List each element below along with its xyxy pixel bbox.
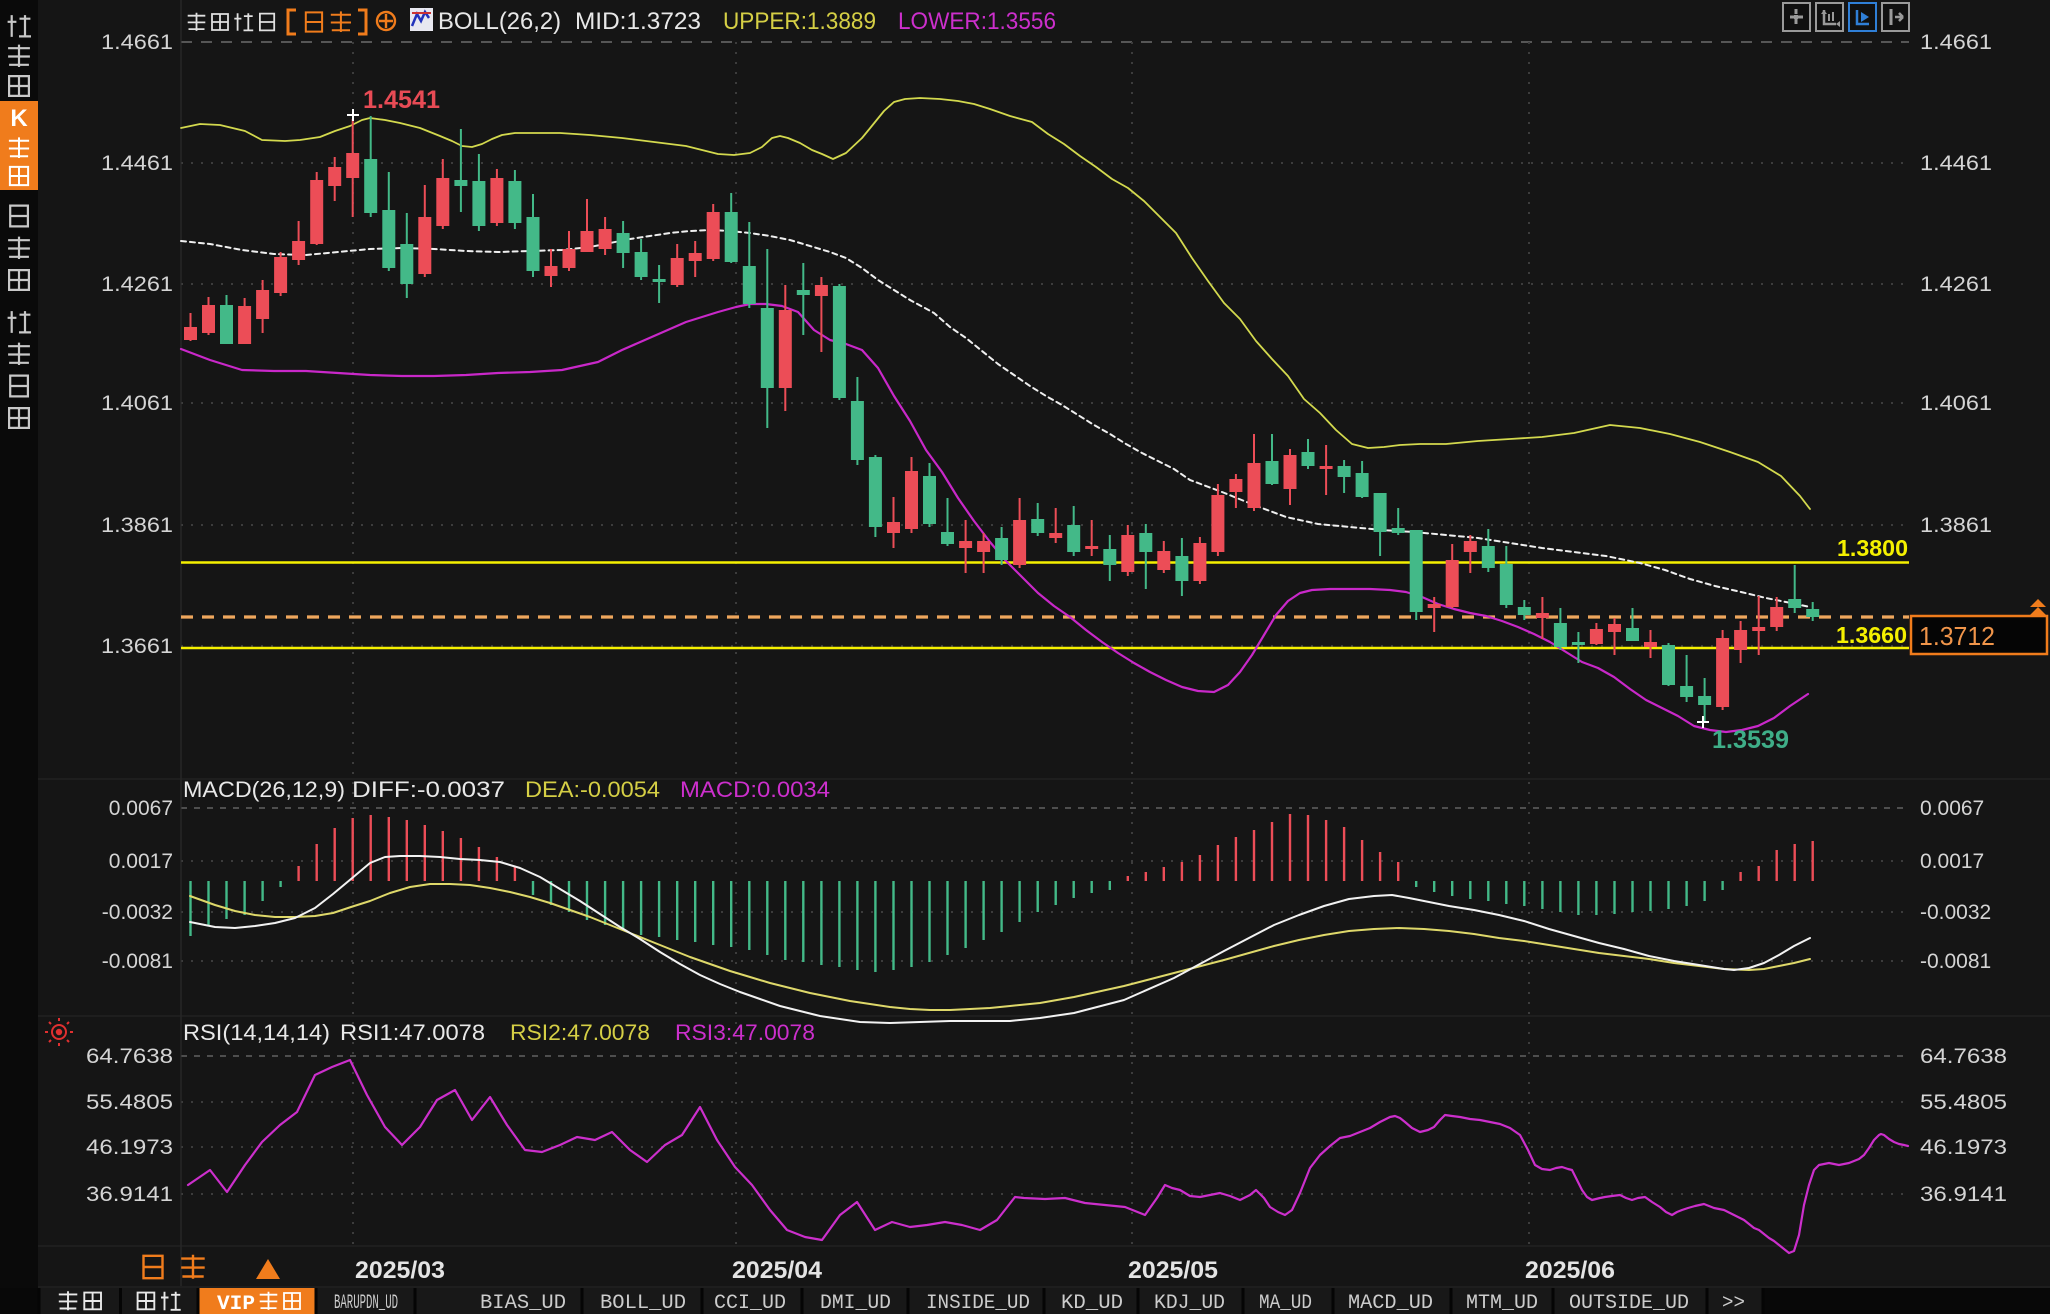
svg-text:KDJ_UD: KDJ_UD: [1154, 1292, 1225, 1314]
svg-text:1.4461: 1.4461: [101, 152, 173, 175]
svg-text:CCI_UD: CCI_UD: [714, 1292, 786, 1314]
svg-text:1.4661: 1.4661: [101, 31, 173, 54]
svg-text:K: K: [10, 105, 28, 132]
svg-text:>>: >>: [1722, 1292, 1745, 1314]
svg-text:0.0067: 0.0067: [109, 797, 173, 820]
svg-text:2025/04: 2025/04: [732, 1257, 823, 1284]
svg-text:2025/05: 2025/05: [1128, 1257, 1218, 1284]
svg-text:0.0017: 0.0017: [1920, 850, 1984, 873]
svg-text:2025/06: 2025/06: [1525, 1257, 1615, 1284]
svg-text:1.4261: 1.4261: [1920, 273, 1992, 296]
svg-text:-0.0081: -0.0081: [102, 950, 173, 973]
svg-text:36.9141: 36.9141: [86, 1183, 173, 1206]
svg-text:36.9141: 36.9141: [1920, 1183, 2007, 1206]
svg-text:BOLL(26,2): BOLL(26,2): [438, 8, 561, 35]
svg-text:1.3539: 1.3539: [1712, 726, 1789, 754]
svg-text:1.3861: 1.3861: [1920, 514, 1992, 537]
svg-text:46.1973: 46.1973: [1920, 1136, 2007, 1159]
svg-text:1.4661: 1.4661: [1920, 31, 1992, 54]
svg-text:55.4805: 55.4805: [86, 1091, 173, 1114]
svg-text:BIAS_UD: BIAS_UD: [480, 1292, 566, 1314]
svg-text:64.7638: 64.7638: [1920, 1045, 2007, 1068]
svg-text:MA_UD: MA_UD: [1259, 1292, 1312, 1314]
svg-text:0.0067: 0.0067: [1920, 797, 1984, 820]
svg-text:1.4461: 1.4461: [1920, 152, 1992, 175]
svg-text:64.7638: 64.7638: [86, 1045, 173, 1068]
svg-text:1.3861: 1.3861: [101, 514, 173, 537]
svg-text:-0.0081: -0.0081: [1920, 950, 1991, 973]
svg-text:MTM_UD: MTM_UD: [1466, 1292, 1538, 1314]
svg-text:MACD(26,12,9): MACD(26,12,9): [183, 777, 345, 802]
svg-text:1.3660: 1.3660: [1836, 622, 1907, 648]
svg-text:-0.0032: -0.0032: [102, 901, 173, 924]
svg-text:0.0017: 0.0017: [109, 850, 173, 873]
svg-text:-0.0032: -0.0032: [1920, 901, 1991, 924]
svg-text:MACD:0.0034: MACD:0.0034: [680, 777, 830, 802]
svg-text:1.4061: 1.4061: [101, 392, 173, 415]
svg-text:2025/03: 2025/03: [355, 1257, 445, 1284]
svg-text:DEA:-0.0054: DEA:-0.0054: [525, 777, 660, 802]
svg-text:RSI2:47.0078: RSI2:47.0078: [510, 1020, 650, 1045]
svg-text:MACD_UD: MACD_UD: [1348, 1292, 1433, 1314]
svg-text:OUTSIDE_UD: OUTSIDE_UD: [1569, 1292, 1689, 1314]
svg-text:UPPER:1.3889: UPPER:1.3889: [723, 8, 876, 35]
svg-text:MID:1.3723: MID:1.3723: [575, 8, 701, 35]
svg-text:INSIDE_UD: INSIDE_UD: [926, 1292, 1030, 1314]
svg-text:1.3800: 1.3800: [1837, 535, 1908, 561]
svg-text:RSI3:47.0078: RSI3:47.0078: [675, 1020, 815, 1045]
svg-text:1.4541: 1.4541: [363, 86, 440, 114]
svg-text:1.3661: 1.3661: [101, 635, 173, 658]
svg-text:LOWER:1.3556: LOWER:1.3556: [898, 8, 1056, 35]
svg-text:46.1973: 46.1973: [86, 1136, 173, 1159]
svg-text:55.4805: 55.4805: [1920, 1091, 2007, 1114]
svg-text:1.3712: 1.3712: [1919, 621, 1995, 651]
svg-text:1.4061: 1.4061: [1920, 392, 1992, 415]
svg-text:BOLL_UD: BOLL_UD: [600, 1292, 686, 1314]
svg-text:VIP: VIP: [217, 1293, 255, 1314]
svg-text:KD_UD: KD_UD: [1061, 1292, 1123, 1314]
svg-text:1.4261: 1.4261: [101, 273, 173, 296]
svg-text:DMI_UD: DMI_UD: [820, 1292, 891, 1314]
svg-text:DIFF:-0.0037: DIFF:-0.0037: [352, 777, 505, 802]
svg-text:RSI1:47.0078: RSI1:47.0078: [340, 1020, 485, 1045]
svg-text:RSI(14,14,14): RSI(14,14,14): [183, 1020, 330, 1045]
svg-text:BARUPDN_UD: BARUPDN_UD: [334, 1292, 398, 1314]
